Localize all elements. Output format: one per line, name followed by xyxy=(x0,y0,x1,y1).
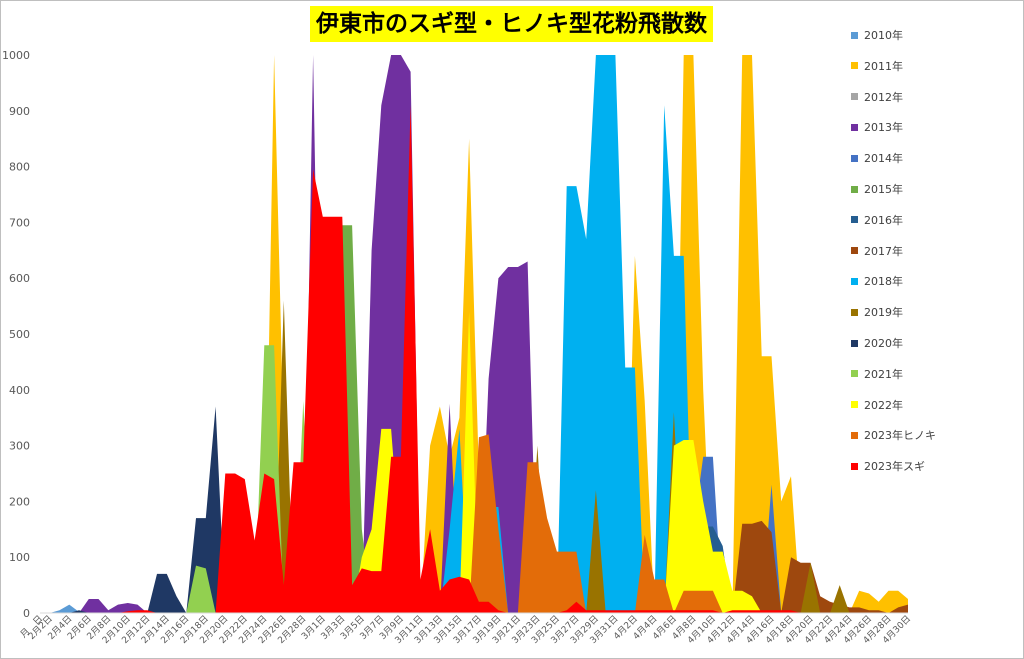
y-tick-label-1: 100 xyxy=(9,551,30,564)
legend-label: 2017年 xyxy=(864,244,903,258)
legend-label: 2012年 xyxy=(864,90,903,104)
legend-item-1: 2011年 xyxy=(851,59,903,73)
legend-swatch xyxy=(851,31,858,39)
legend-item-10: 2020年 xyxy=(851,336,903,350)
legend-swatch xyxy=(851,308,858,316)
x-axis: 月 日2月2日2月4日2月6日2月8日2月10日2月12日2月14日2月16日2… xyxy=(18,613,913,646)
legend-swatch xyxy=(851,123,858,131)
legend-swatch xyxy=(851,62,858,70)
legend-label: 2019年 xyxy=(864,306,903,320)
series-area-12 xyxy=(40,311,908,613)
legend-item-11: 2021年 xyxy=(851,367,903,381)
y-tick-label-0: 0 xyxy=(23,607,30,620)
legend-label: 2014年 xyxy=(864,152,903,166)
legend-label: 2016年 xyxy=(864,213,903,227)
series-areas xyxy=(40,55,908,613)
legend-swatch xyxy=(851,247,858,255)
legend-item-2: 2012年 xyxy=(851,90,903,104)
legend-item-14: 2023年スギ xyxy=(851,459,925,473)
y-tick-label-10: 1000 xyxy=(2,49,30,62)
y-tick-label-3: 300 xyxy=(9,440,30,453)
legend-swatch xyxy=(851,339,858,347)
legend-label: 2023年ヒノキ xyxy=(864,429,936,443)
y-tick-label-7: 700 xyxy=(9,216,30,229)
series-area-13 xyxy=(40,434,908,613)
y-tick-label-5: 500 xyxy=(9,328,30,341)
legend-item-6: 2016年 xyxy=(851,213,903,227)
legend-label: 2010年 xyxy=(864,29,903,42)
legend-item-12: 2022年 xyxy=(851,398,903,412)
legend-swatch xyxy=(851,277,858,285)
legend-swatch xyxy=(851,431,858,439)
series-area-10 xyxy=(40,406,908,613)
y-tick-label-8: 800 xyxy=(9,161,30,174)
legend-swatch xyxy=(851,154,858,162)
legend-item-4: 2014年 xyxy=(851,151,903,165)
legend-label: 2018年 xyxy=(864,275,903,289)
legend-item-9: 2019年 xyxy=(851,305,903,319)
legend-swatch xyxy=(851,401,858,409)
legend-label: 2021年 xyxy=(864,367,903,381)
chart-title: 伊東市のスギ型・ヒノキ型花粉飛散数 xyxy=(310,6,713,42)
legend-item-8: 2018年 xyxy=(851,274,903,288)
legend-swatch xyxy=(851,216,858,224)
legend-swatch xyxy=(851,185,858,193)
legend-item-0: 2010年 xyxy=(851,28,903,42)
y-axis: 0 100 200 300 400 500 600 700 800 900 1000 xyxy=(2,49,908,620)
y-tick-label-6: 600 xyxy=(9,272,30,285)
y-tick-label-2: 200 xyxy=(9,495,30,508)
legend-item-3: 2013年 xyxy=(851,120,903,134)
series-area-7 xyxy=(40,520,908,613)
y-tick-label-4: 400 xyxy=(9,384,30,397)
legend-item-13: 2023年ヒノキ xyxy=(851,428,936,442)
legend-label: 2015年 xyxy=(864,183,903,196)
legend-item-7: 2017年 xyxy=(851,244,903,258)
legend-swatch xyxy=(851,370,858,378)
legend-label: 2011年 xyxy=(864,59,903,73)
legend-swatch xyxy=(851,462,858,470)
legend-swatch xyxy=(851,93,858,101)
y-tick-label-9: 900 xyxy=(9,105,30,118)
legend-label: 2013年 xyxy=(864,121,903,135)
legend-label: 2023年スギ xyxy=(864,460,925,474)
legend-item-5: 2015年 xyxy=(851,182,903,196)
legend-label: 2022年 xyxy=(864,398,903,412)
legend-label: 2020年 xyxy=(864,337,903,350)
